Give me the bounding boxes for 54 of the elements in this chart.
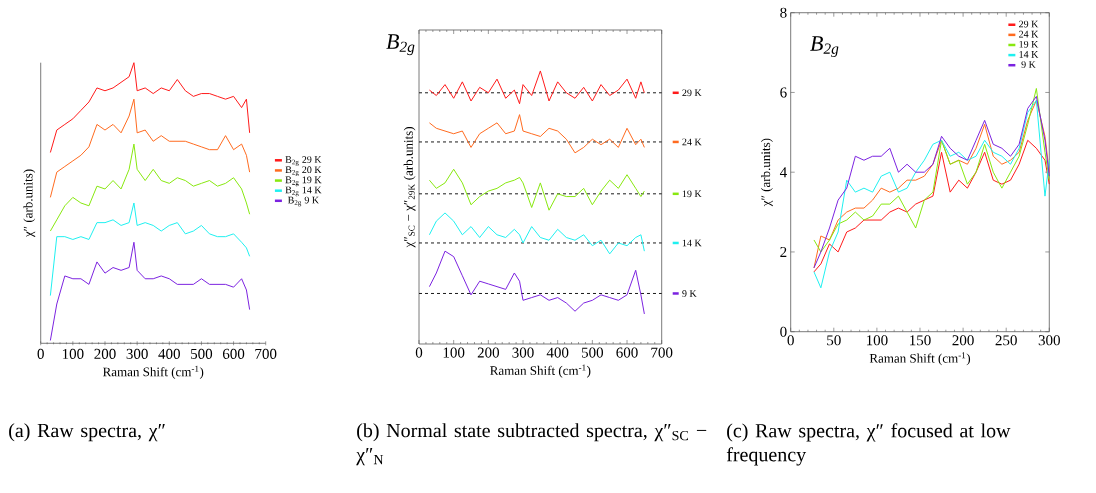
x-axis-title: Raman Shift (cm$^{-1}$) [490,364,591,378]
x-axis-title: Raman Shift (cm$^{-1}$) [869,352,971,366]
legend-label: 9 K [682,290,697,297]
chart-title: (b) Normal state subtracted spectra, χ″$_{SC}$ − χ″$_{N}$ [356,423,707,466]
x-tick-label: 700 [255,348,277,359]
y-tick-label: 2 [780,246,787,257]
x-tick-label: 50 [827,335,841,346]
y-axis-title: χ″ (arb.units) [23,169,36,238]
legend-label: 19 K [1019,40,1039,48]
x-tick-label: 200 [94,348,116,359]
legend-label: B$_{2g}$ 29 K [285,156,322,166]
legend-label: 29 K [682,89,702,97]
y-tick-label: 0 [780,326,787,337]
x-tick-label: 600 [616,347,638,358]
x-tick-label: 500 [581,347,604,358]
y-tick-label: 4 [779,167,787,178]
legend-label: B$_{2g}$ 9 K [287,196,319,207]
y-tick-label: 6 [780,87,787,98]
legend-label: B$_{2g}$ 20 K [285,166,322,177]
legend-label: 24 K [682,138,702,146]
x-tick-label: 200 [477,347,500,358]
x-tick-label: 100 [443,347,465,358]
x-tick-label: 500 [191,348,213,359]
x-tick-label: 100 [866,335,888,346]
legend-label: B$_{2g}$ 14 K [285,186,322,197]
text: (a) Raw spectra, χ″ [9,423,165,442]
x-tick-label: 100 [62,348,84,359]
legend-label: 14 K [682,239,702,247]
legend-label: 24 K [1019,30,1039,38]
x-tick-label: 600 [222,348,245,359]
annotation: B$_{2g}$ [810,36,839,58]
x-tick-label: 0 [415,347,423,358]
legend-label: 14 K [1019,51,1039,58]
y-axis-title: χ″ (arb.units) [761,138,773,207]
x-tick-label: 400 [546,347,569,358]
x-tick-label: 0 [37,348,44,359]
x-tick-label: 0 [787,335,794,346]
legend-label: B$_{2g}$ 19 K [285,176,322,187]
x-tick-label: 300 [512,347,534,358]
x-tick-label: 300 [1038,335,1060,346]
text: (c) Raw spectra, χ″ focused at low frequency [726,423,1011,466]
x-tick-label: 150 [910,335,931,346]
x-tick-label: 400 [158,348,180,359]
x-tick-label: 300 [126,348,148,359]
legend-label: 9 K [1021,61,1036,68]
x-tick-label: 700 [651,347,673,358]
x-tick-label: 250 [995,335,1017,346]
legend-label: 29 K [1019,20,1039,28]
text: B$_{2g}$ [386,34,415,56]
y-axis-title: χ″$_{SC}$ − χ″$_{29K}$ (arb.units) [403,127,416,248]
x-axis-title: Raman Shift (cm$^{-1}$) [102,365,204,379]
legend-label: 19 K [682,190,702,198]
x-tick-label: 200 [952,335,974,346]
y-tick-label: 8 [780,7,787,18]
